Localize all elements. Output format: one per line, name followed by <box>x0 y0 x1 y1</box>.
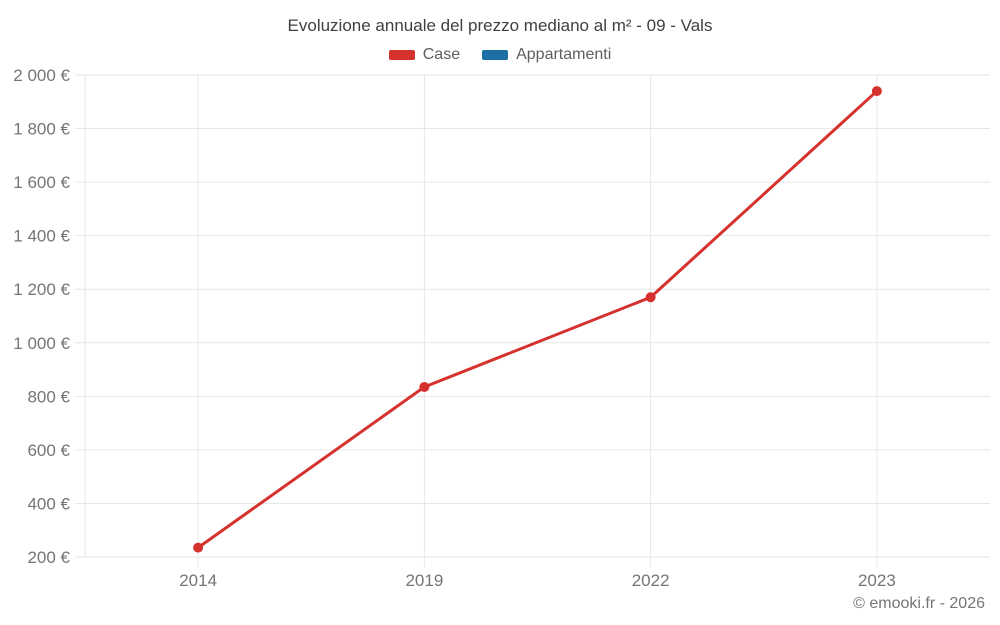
y-tick-label: 1 600 € <box>13 173 70 192</box>
data-point-case-2014[interactable] <box>193 542 204 553</box>
legend-label: Case <box>422 46 461 63</box>
y-tick-label: 200 € <box>27 548 70 567</box>
chart-title: Evoluzione annuale del prezzo mediano al… <box>287 16 713 35</box>
legend-item-case[interactable]: Case <box>388 46 461 64</box>
x-tick-label: 2019 <box>405 571 443 590</box>
legend-label: Appartamenti <box>516 46 612 63</box>
chart-footer-credit: © emooki.fr - 2026 <box>853 595 985 612</box>
y-tick-label: 1 800 € <box>13 120 70 139</box>
x-tick-label: 2014 <box>179 571 217 590</box>
y-tick-label: 1 000 € <box>13 334 70 353</box>
legend-swatch-appartamenti <box>482 50 509 60</box>
data-point-case-2022[interactable] <box>645 292 656 303</box>
legend-item-appartamenti[interactable]: Appartamenti <box>482 46 611 64</box>
x-tick-label: 2022 <box>632 571 670 590</box>
y-tick-label: 400 € <box>27 494 70 513</box>
x-tick-label: 2023 <box>858 571 896 590</box>
chart-legend: Case Appartamenti <box>0 46 1000 64</box>
y-tick-label: 600 € <box>27 441 70 460</box>
data-point-case-2019[interactable] <box>419 381 430 392</box>
y-tick-label: 800 € <box>27 387 70 406</box>
data-point-case-2023[interactable] <box>871 86 882 97</box>
y-tick-label: 1 200 € <box>13 280 70 299</box>
y-tick-label: 1 400 € <box>13 227 70 246</box>
y-tick-label: 2 000 € <box>13 66 70 85</box>
series-line-case <box>197 89 878 549</box>
legend-swatch-case <box>388 50 415 60</box>
